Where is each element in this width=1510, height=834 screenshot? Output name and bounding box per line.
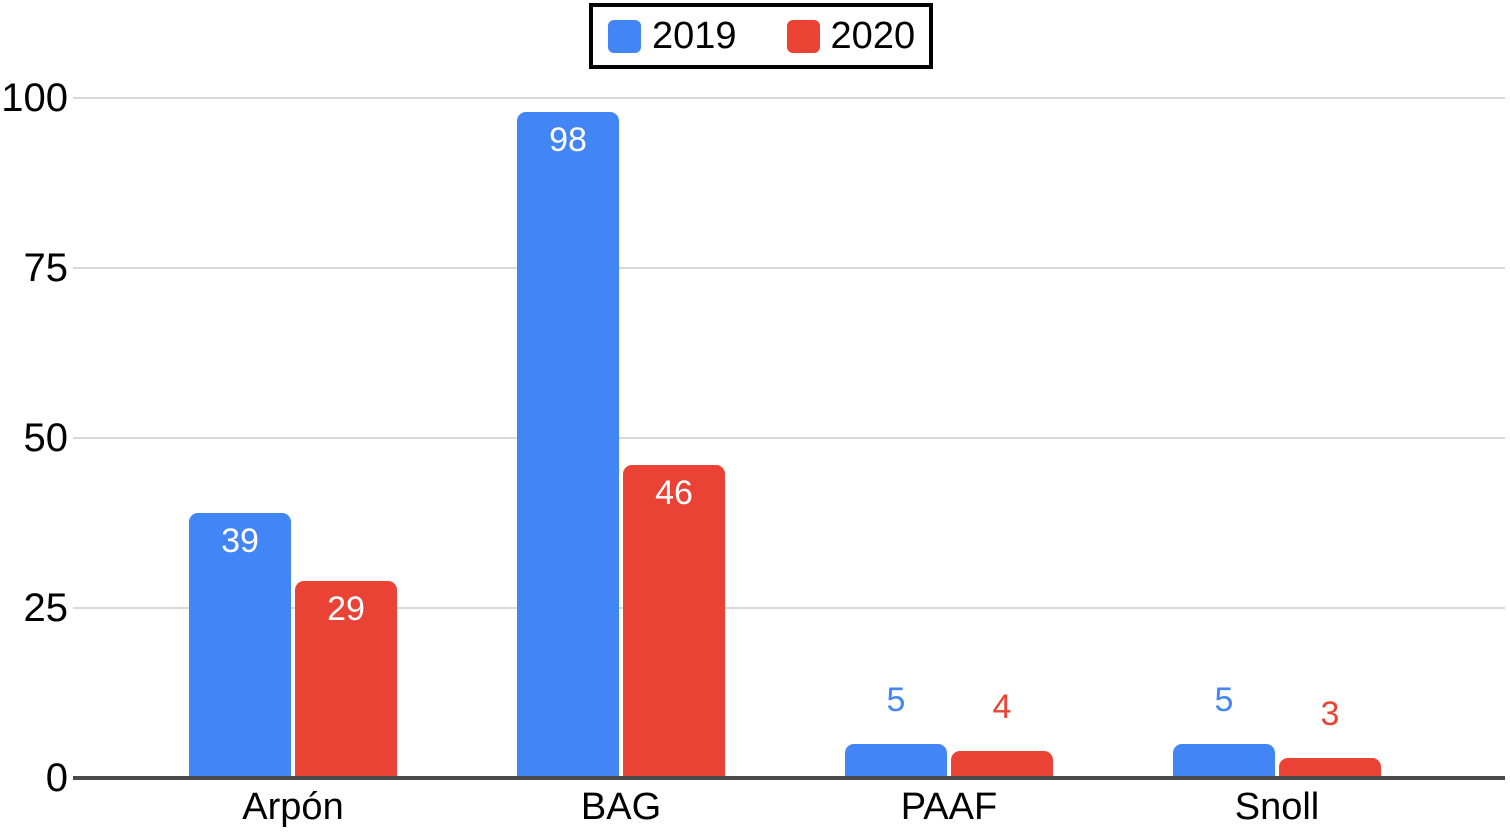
bar-value-2019-bag: 98 xyxy=(549,120,587,159)
gridline-25 xyxy=(73,607,1505,609)
x-axis-label-paaf: PAAF xyxy=(900,786,998,828)
x-axis-label-bag: BAG xyxy=(580,786,662,828)
y-tick-label-50: 50 xyxy=(23,416,69,460)
bar-2020-arpon xyxy=(295,580,397,778)
gridline-75 xyxy=(73,267,1505,269)
legend-swatch-2019 xyxy=(608,19,641,53)
bar-2019-paaf xyxy=(845,744,947,778)
bar-2019-arpon xyxy=(189,512,291,778)
bar-2020-snoll xyxy=(1279,757,1381,778)
legend-label-2019: 2019 xyxy=(652,14,737,57)
bar-value-2019-arpon: 39 xyxy=(221,521,259,560)
legend-swatch-2020 xyxy=(786,19,820,53)
y-tick-label-0: 0 xyxy=(45,756,68,800)
y-tick-label-25: 25 xyxy=(23,586,69,630)
x-axis-line xyxy=(73,776,1505,780)
gridline-100 xyxy=(73,97,1505,99)
bar-value-2019-paaf: 5 xyxy=(886,681,906,719)
y-tick-label-75: 75 xyxy=(23,246,69,290)
legend-item-2019: 2019 xyxy=(608,15,737,58)
bar-value-2020-paaf: 4 xyxy=(992,687,1012,726)
x-axis-label-arpon: Arpón xyxy=(242,786,344,828)
bar-2019-bag xyxy=(517,111,619,778)
gridline-50 xyxy=(73,437,1505,439)
chart-legend: 2019 2020 xyxy=(589,3,934,69)
bar-value-2020-arpon: 29 xyxy=(327,589,365,628)
legend-item-2020: 2020 xyxy=(786,14,916,58)
bar-2020-paaf xyxy=(951,750,1053,778)
y-tick-label-100: 100 xyxy=(1,76,68,120)
bar-2019-snoll xyxy=(1173,744,1275,778)
bar-value-2020-bag: 46 xyxy=(655,474,693,513)
legend-label-2020: 2020 xyxy=(830,14,916,57)
bar-2020-bag xyxy=(623,465,725,778)
x-axis-label-snoll: Snoll xyxy=(1234,786,1320,828)
bar-value-2019-snoll: 5 xyxy=(1214,681,1234,719)
bar-value-2020-snoll: 3 xyxy=(1320,694,1340,733)
